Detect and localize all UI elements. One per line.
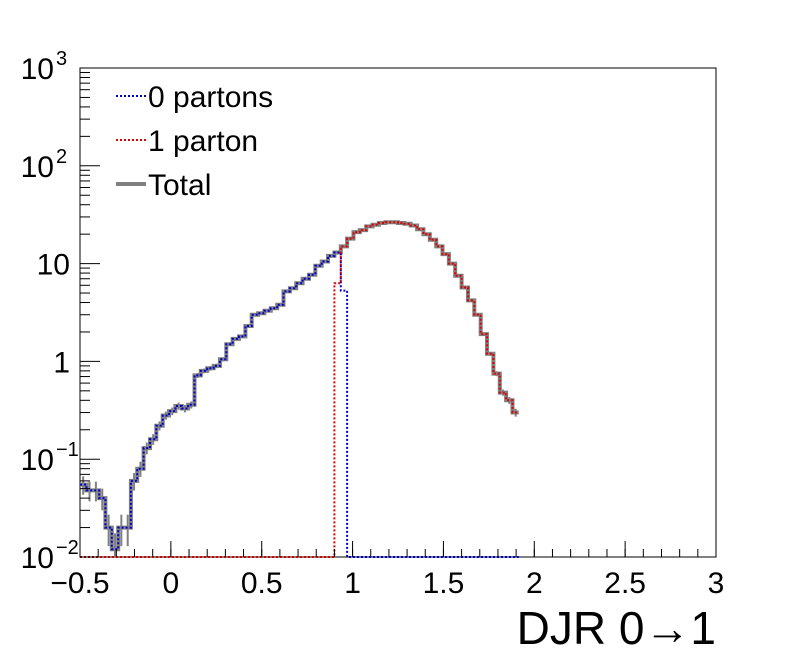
y-tick-exponent: 3 [56, 48, 67, 70]
x-tick-label: 1.5 [423, 567, 465, 600]
legend: 0 partons 1 parton Total [116, 81, 273, 202]
y-tick-label: 10 [21, 444, 54, 477]
y-tick-label: 10 [21, 151, 54, 184]
x-tick-label: 1 [344, 567, 361, 600]
x-tick-label: 3 [708, 567, 725, 600]
y-tick-exponent: −1 [56, 439, 79, 461]
x-tick-label: 0.5 [241, 567, 283, 600]
legend-label-0-partons: 0 partons [148, 81, 273, 114]
x-tick-label: −0.5 [50, 567, 109, 600]
legend-label-total: Total [148, 169, 211, 202]
y-tick-label: 1 [53, 346, 70, 379]
series-line-total [80, 220, 519, 552]
y-tick-exponent: −2 [56, 537, 79, 559]
x-tick-label: 0 [163, 567, 180, 600]
series-line-1-parton [80, 221, 519, 558]
x-axis-title: DJR 0→1 [517, 602, 716, 654]
x-tick-label: 2 [526, 567, 543, 600]
legend-label-1-parton: 1 parton [148, 125, 258, 158]
series-layer [80, 220, 519, 558]
y-tick-label: 10 [21, 542, 54, 575]
y-tick-label: 10 [21, 53, 54, 86]
series-line-0-partons [80, 251, 519, 558]
y-tick-exponent: 2 [56, 146, 67, 168]
y-tick-label: 10 [37, 249, 70, 282]
x-tick-label: 2.5 [604, 567, 646, 600]
